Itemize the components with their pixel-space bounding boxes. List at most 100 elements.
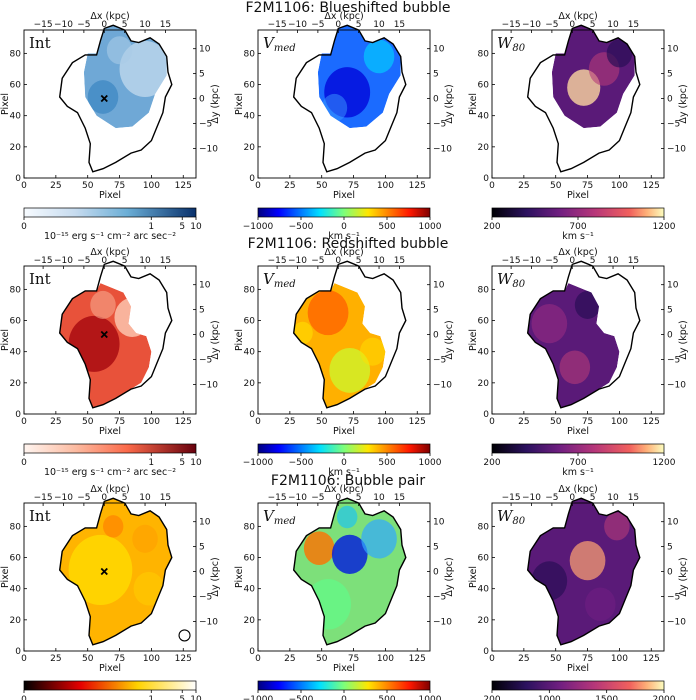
map-blob bbox=[90, 290, 116, 319]
panel-label-subscript: med bbox=[274, 279, 296, 290]
colorbar-tick-label: 1000 bbox=[419, 222, 442, 232]
x-tick-label: 125 bbox=[175, 181, 192, 191]
x-tick-label: 25 bbox=[284, 654, 295, 664]
y-tick-label: 40 bbox=[244, 585, 256, 595]
colorbar-tick-label: 700 bbox=[569, 458, 586, 468]
colorbar-tick-label: 5 bbox=[179, 222, 185, 232]
panel-label: Int bbox=[29, 507, 51, 525]
y-tick-label: 40 bbox=[478, 112, 490, 122]
panel-label-subscript: 80 bbox=[512, 279, 525, 290]
x-tick-label: 125 bbox=[643, 654, 660, 664]
y-axis-label: Pixel bbox=[234, 566, 245, 588]
top-tick-label: −15 bbox=[268, 20, 287, 30]
y-axis-label: Pixel bbox=[0, 566, 11, 588]
top-tick-label: 0 bbox=[101, 20, 107, 30]
x-tick-label: 0 bbox=[489, 181, 495, 191]
colorbar-tick-label: 200 bbox=[483, 695, 500, 700]
x-tick-label: 25 bbox=[284, 181, 295, 191]
x-tick-label: 75 bbox=[114, 654, 125, 664]
x-tick-label: 50 bbox=[550, 417, 562, 427]
map-blob bbox=[329, 347, 371, 393]
y-tick-label: 60 bbox=[478, 81, 490, 91]
y-tick-label: 40 bbox=[10, 348, 22, 358]
panel-label: Vmed bbox=[263, 507, 296, 527]
right-tick-label: 0 bbox=[667, 568, 673, 578]
y-tick-label: 40 bbox=[478, 585, 490, 595]
x-tick-label: 100 bbox=[143, 654, 160, 664]
top-tick-label: 0 bbox=[335, 20, 341, 30]
panel-label: Vmed bbox=[263, 270, 296, 290]
colorbar bbox=[257, 680, 431, 691]
x-tick-label: 0 bbox=[489, 654, 495, 664]
x-tick-label: 125 bbox=[175, 417, 192, 427]
top-tick-label: 5 bbox=[590, 256, 596, 266]
colorbar-tick-label: 500 bbox=[378, 222, 395, 232]
top-tick-label: 10 bbox=[139, 493, 151, 503]
beam-circle bbox=[178, 629, 191, 642]
y-tick-label: 0 bbox=[483, 647, 489, 657]
x-axis-label: Pixel bbox=[567, 426, 589, 437]
top-tick-label: −15 bbox=[502, 256, 521, 266]
right-tick-label: 5 bbox=[433, 70, 439, 80]
colorbar bbox=[491, 207, 665, 218]
top-tick-label: −5 bbox=[545, 256, 558, 266]
colorbar-tick-label: 1500 bbox=[595, 695, 618, 700]
map-blob bbox=[68, 534, 133, 606]
right-tick-label: 5 bbox=[667, 70, 673, 80]
panel-frame bbox=[23, 502, 197, 652]
y-tick-label: 80 bbox=[478, 285, 490, 295]
panel-label: W80 bbox=[497, 270, 526, 290]
y-tick-label: 0 bbox=[483, 410, 489, 420]
panel-label: Vmed bbox=[263, 34, 296, 54]
row-1-title: F2M1106: Redshifted bubble bbox=[248, 236, 449, 252]
map-blob bbox=[585, 587, 616, 622]
colorbar-tick-label: 1200 bbox=[653, 222, 676, 232]
right-tick-label: 0 bbox=[199, 331, 205, 341]
top-tick-label: −15 bbox=[268, 256, 287, 266]
map-blob bbox=[361, 519, 397, 559]
x-tick-label: 75 bbox=[348, 181, 359, 191]
top-tick-label: −5 bbox=[77, 493, 90, 503]
map-blob bbox=[321, 93, 348, 122]
top-tick-label: −5 bbox=[311, 20, 324, 30]
right-tick-label: 5 bbox=[667, 543, 673, 553]
right-tick-label: 5 bbox=[433, 306, 439, 316]
right-tick-label: −5 bbox=[667, 592, 680, 602]
top-tick-label: 0 bbox=[101, 256, 107, 266]
top-tick-label: 0 bbox=[569, 256, 575, 266]
x-tick-label: 75 bbox=[582, 654, 593, 664]
y-tick-label: 20 bbox=[244, 143, 256, 153]
right-tick-label: 10 bbox=[199, 45, 211, 55]
top-tick-label: 10 bbox=[607, 20, 619, 30]
colorbar-label: km s⁻¹ bbox=[328, 231, 360, 242]
map-blob bbox=[574, 290, 601, 319]
map-blob bbox=[132, 524, 158, 553]
y-tick-label: 20 bbox=[478, 616, 490, 626]
top-tick-label: 5 bbox=[590, 20, 596, 30]
top-tick-label: −10 bbox=[522, 493, 541, 503]
top-tick-label: −10 bbox=[54, 256, 73, 266]
top-tick-label: −5 bbox=[311, 493, 324, 503]
right-tick-label: 5 bbox=[433, 543, 439, 553]
x-tick-label: 50 bbox=[316, 181, 328, 191]
x-axis-label: Pixel bbox=[333, 426, 355, 437]
colorbar bbox=[23, 443, 197, 454]
colorbar-tick-label: 0 bbox=[341, 222, 347, 232]
panel-frame bbox=[491, 502, 665, 652]
x-tick-label: 25 bbox=[50, 654, 61, 664]
colorbar-tick-label: −500 bbox=[289, 458, 314, 468]
colorbar-tick-label: 1200 bbox=[653, 458, 676, 468]
x-axis-label: Pixel bbox=[99, 426, 121, 437]
y-tick-label: 20 bbox=[244, 616, 256, 626]
galaxy-contour bbox=[526, 24, 641, 173]
top-tick-label: 15 bbox=[628, 20, 639, 30]
top-tick-label: −5 bbox=[311, 256, 324, 266]
y-tick-label: 40 bbox=[10, 112, 22, 122]
right-tick-label: −10 bbox=[433, 617, 452, 627]
colorbar-tick-label: 10 bbox=[190, 695, 202, 700]
top-axis-label: Δx (kpc) bbox=[324, 484, 363, 495]
panel-frame bbox=[257, 502, 431, 652]
